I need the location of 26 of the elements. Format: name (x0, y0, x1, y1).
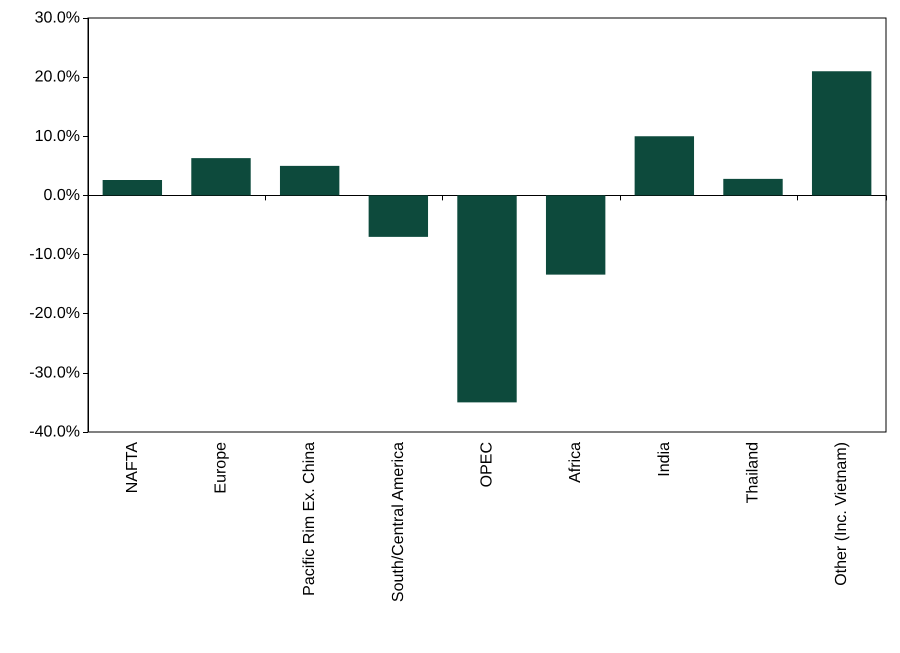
bar (812, 71, 872, 196)
bar (546, 195, 606, 275)
bar (723, 178, 783, 196)
y-tick-label: -30.0% (29, 364, 80, 382)
y-tick-label: 0.0% (44, 186, 80, 204)
bar (191, 158, 251, 196)
bar (280, 166, 340, 196)
y-tick-label: -10.0% (29, 246, 80, 264)
y-tick-label: 30.0% (34, 10, 80, 26)
y-tick-label: -40.0% (29, 424, 80, 440)
y-tick-label: 10.0% (34, 128, 80, 145)
bar (368, 195, 428, 237)
x-tick-label: Other (Inc. Vietnam) (833, 442, 850, 586)
y-tick-label: -20.0% (29, 305, 80, 322)
x-tick-label: India (656, 442, 673, 477)
bar (102, 180, 162, 196)
x-tick-label: Africa (567, 442, 584, 483)
x-tick-label: Thailand (744, 442, 762, 504)
x-tick-label: Pacific Rim Ex. China (301, 442, 318, 596)
x-tick-label: OPEC (478, 442, 496, 488)
x-tick-label: South/Central America (390, 442, 407, 602)
x-tick-label: NAFTA (124, 442, 141, 494)
y-tick-label: 20.0% (34, 68, 80, 86)
bar (634, 136, 694, 196)
bar (457, 195, 517, 402)
x-tick-label: Europe (212, 442, 230, 494)
